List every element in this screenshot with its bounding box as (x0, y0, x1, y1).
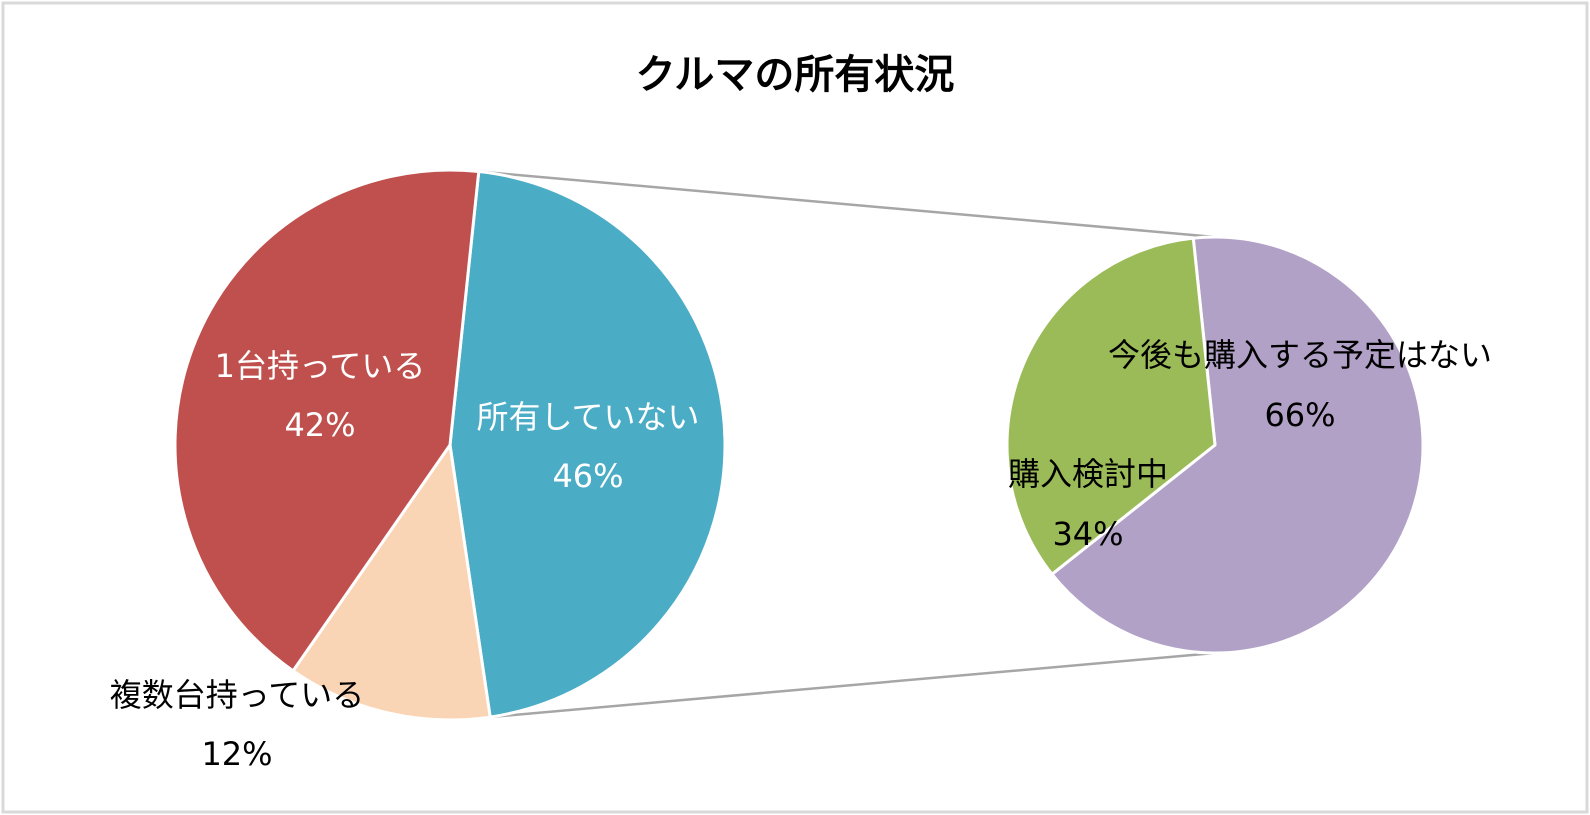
primary-slice-1-name-label: 複数台持っている (110, 676, 364, 714)
secondary-slice-0-name-label: 今後も購入する予定はない (1108, 336, 1492, 374)
secondary-slice-0-value-label: 66% (1264, 396, 1335, 434)
primary-slice-0-value-label: 46% (552, 457, 623, 495)
primary-slice-1 (291, 443, 492, 722)
primary-slice-0 (448, 170, 727, 719)
primary-slice-2-value-label: 42% (284, 406, 355, 444)
primary-pie (173, 168, 727, 722)
primary-slice-1-value-label: 12% (201, 735, 272, 773)
chart-title: クルマの所有状況 (636, 52, 955, 98)
secondary-slice-1 (1005, 236, 1217, 576)
secondary-slice-1-value-label: 34% (1052, 515, 1123, 553)
data-labels: 所有していない 46% 複数台持っている 12% 1台持っている 42% 今後も購入する予定… (110, 336, 1492, 773)
secondary-pie (1005, 235, 1425, 655)
secondary-slice-1-name-label: 購入検討中 (1008, 455, 1168, 493)
primary-slice-0-name-label: 所有していない (476, 398, 699, 436)
primary-slice-2-name-label: 1台持っている (215, 347, 426, 385)
secondary-slice-0 (1050, 235, 1425, 655)
connector-bottom (490, 651, 1216, 719)
connector-lines (478, 170, 1216, 719)
primary-slice-2 (173, 168, 481, 673)
connector-top (478, 170, 1216, 239)
